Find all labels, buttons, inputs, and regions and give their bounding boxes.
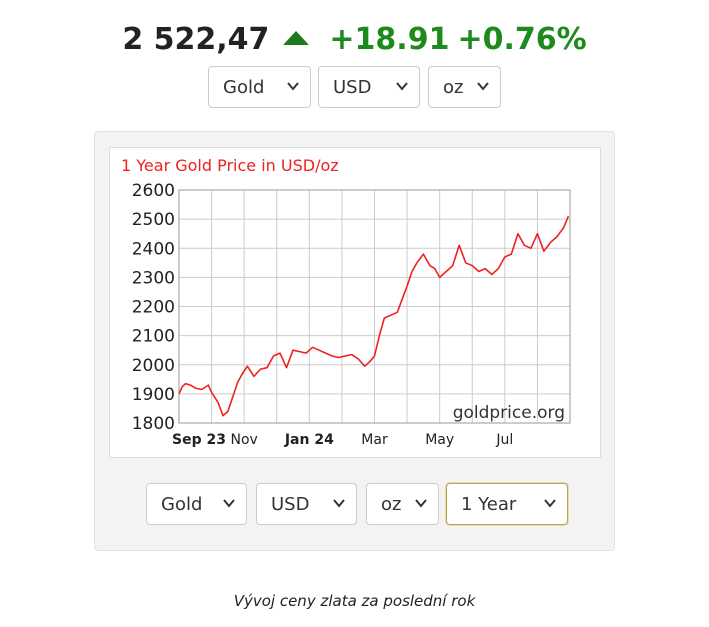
- chart-container: 1 Year Gold Price in USD/oz 1800 1900 2000…: [109, 147, 601, 458]
- y-tick-label: 2600: [132, 181, 175, 201]
- series-line: [178, 215, 570, 417]
- gold-price-chart: 1 Year Gold Price in USD/oz 1800 1900 2000…: [121, 156, 571, 448]
- up-arrow-icon: [283, 30, 310, 45]
- period-select-value: 1 Year: [461, 493, 517, 515]
- y-tick-label: 2300: [132, 268, 175, 288]
- x-axis: Sep 23 Nov Jan 24 Mar May Jul: [172, 432, 513, 448]
- unit-select-top[interactable]: oz: [428, 66, 501, 108]
- x-tick-label: May: [425, 432, 454, 448]
- series-group: [178, 215, 570, 417]
- metal-select-bottom[interactable]: Gold: [146, 483, 247, 525]
- chevron-down-icon: [477, 82, 489, 91]
- y-tick-label: 1800: [132, 414, 175, 434]
- chevron-down-icon: [544, 499, 556, 508]
- y-tick-label: 1900: [132, 385, 175, 405]
- gold-price-value: 2 522,47: [122, 22, 270, 57]
- price-header: 2 522,47 +18.91 +0.76%: [0, 22, 709, 57]
- unit-select-bottom[interactable]: oz: [366, 483, 439, 525]
- currency-select-bottom-value: USD: [271, 493, 310, 515]
- currency-select-top-value: USD: [333, 76, 372, 98]
- chevron-down-icon: [333, 499, 345, 508]
- metal-select-top[interactable]: Gold: [208, 66, 311, 108]
- x-tick-label: Jan 24: [284, 432, 334, 448]
- x-tick-label: Nov: [231, 432, 258, 448]
- chevron-down-icon: [223, 499, 235, 508]
- unit-select-top-value: oz: [443, 76, 464, 98]
- price-change-percent: +0.76%: [457, 22, 587, 57]
- metal-select-bottom-value: Gold: [161, 493, 203, 515]
- currency-select-top[interactable]: USD: [318, 66, 420, 108]
- unit-select-bottom-value: oz: [381, 493, 402, 515]
- x-tick-label: Jul: [495, 432, 513, 448]
- period-select[interactable]: 1 Year: [446, 483, 568, 525]
- price-change: +18.91: [329, 22, 450, 57]
- plot-border: [178, 189, 571, 424]
- chart-watermark: goldprice.org: [453, 403, 565, 423]
- metal-select-top-value: Gold: [223, 76, 265, 98]
- y-tick-label: 2500: [132, 210, 175, 230]
- x-tick-label: Sep 23: [172, 432, 226, 448]
- y-tick-label: 2200: [132, 298, 175, 318]
- y-tick-label: 2000: [132, 356, 175, 376]
- chart-caption: Vývoj ceny zlata za poslední rok: [233, 592, 476, 610]
- chevron-down-icon: [415, 499, 427, 508]
- y-tick-label: 2100: [132, 327, 175, 347]
- y-axis: 1800 1900 2000 2100 2200 2300 2400 2500 2600: [132, 181, 175, 434]
- chart-grid: [178, 189, 571, 424]
- chevron-down-icon: [287, 82, 299, 91]
- chevron-down-icon: [396, 82, 408, 91]
- y-tick-label: 2400: [132, 239, 175, 259]
- x-tick-label: Mar: [361, 432, 388, 448]
- currency-select-bottom[interactable]: USD: [256, 483, 357, 525]
- chart-title: 1 Year Gold Price in USD/oz: [121, 156, 339, 175]
